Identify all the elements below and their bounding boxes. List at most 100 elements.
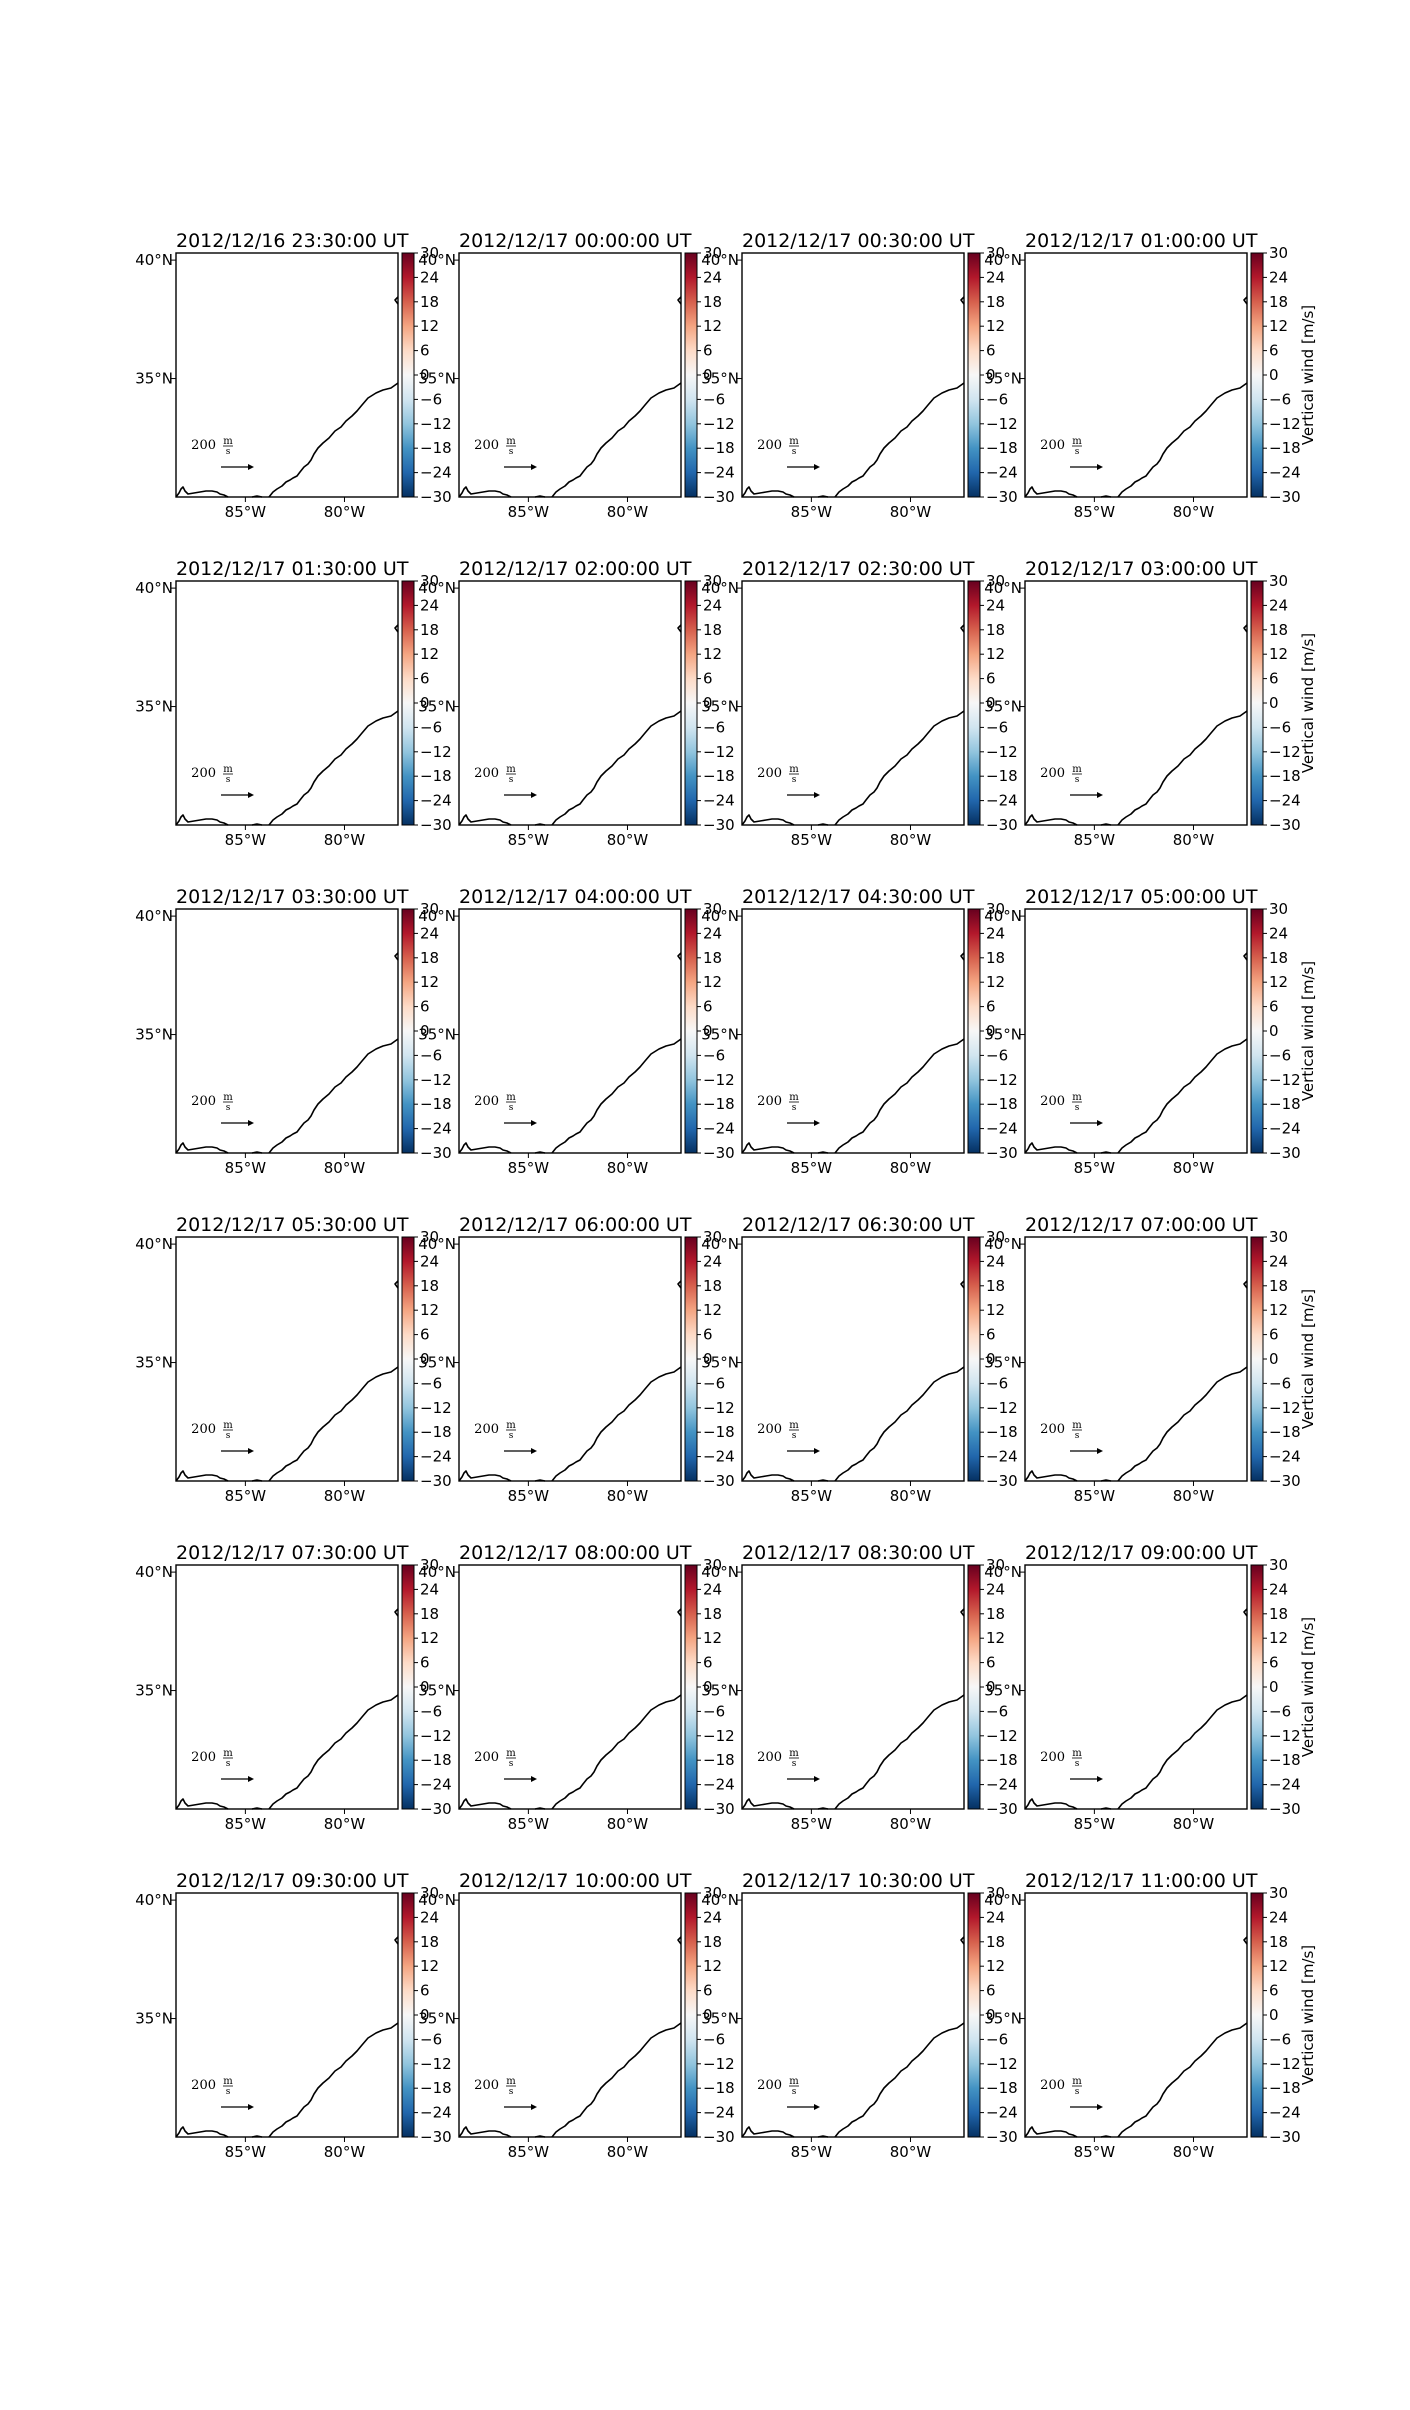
quiver-key-value: 200 xyxy=(1040,1094,1065,1109)
coastline-north xyxy=(394,952,399,961)
colorbar-tick-label: −30 xyxy=(1269,488,1301,506)
lon-tick-label: 80°W xyxy=(607,1487,649,1505)
colorbar-tick-label: −12 xyxy=(420,1071,452,1089)
colorbar-tick-label: 12 xyxy=(703,1957,722,1975)
gulf-coastline xyxy=(175,2126,229,2138)
colorbar: 30 24 18 12 6 0 −6 −12 −18 −24 −30 xyxy=(684,1228,735,1490)
colorbar-tick-label: −18 xyxy=(420,1095,452,1113)
colorbar-tick-label: 0 xyxy=(1269,1350,1279,1368)
colorbar-tick-label: −6 xyxy=(420,1702,442,1720)
quiver-key-value: 200 xyxy=(1040,1750,1065,1765)
colorbar-tick-label: 0 xyxy=(703,366,713,384)
colorbar-tick-label: −24 xyxy=(986,464,1018,482)
colorbar: 30 24 18 12 6 0 −6 −12 −18 −24 −30 Vertical wind [m… xyxy=(1250,572,1317,834)
colorbar-tick-label: 0 xyxy=(420,1022,430,1040)
map-panel: 2012/12/17 04:30:00 UT 85°W 80°W 40°N 35°N 20… xyxy=(701,886,1017,1177)
colorbar-tick-label: 0 xyxy=(1269,2006,1279,2024)
quiver-key-units-top: m xyxy=(506,2076,516,2087)
colorbar-tick-label: 24 xyxy=(703,924,722,942)
colorbar-tick-label: −12 xyxy=(986,1727,1018,1745)
colorbar-tick-label: −6 xyxy=(1269,1046,1291,1064)
colorbar-tick-label: 24 xyxy=(703,268,722,286)
colorbar-tick-label: 6 xyxy=(986,1326,996,1344)
colorbar-tick-label: −12 xyxy=(986,415,1018,433)
panel-title: 2012/12/17 07:30:00 UT xyxy=(176,1542,409,1564)
map-frame xyxy=(741,1564,965,1810)
lon-tick-label: 80°W xyxy=(607,1159,649,1177)
quiver-key-arrow-head xyxy=(814,464,820,470)
quiver-key-units-top: m xyxy=(789,764,799,775)
colorbar-tick-label: 6 xyxy=(703,998,713,1016)
colorbar-tick-label: 6 xyxy=(1269,1982,1279,2000)
colorbar-gradient xyxy=(684,1564,698,1810)
quiver-key: 200 ms xyxy=(757,436,820,470)
map-panel: 2012/12/17 02:00:00 UT 85°W 80°W 40°N 35°N 20… xyxy=(418,558,734,849)
quiver-key-value: 200 xyxy=(191,1422,216,1437)
colorbar-tick-label: 6 xyxy=(420,1326,430,1344)
lon-tick-label: 85°W xyxy=(1074,1487,1116,1505)
colorbar-tick-label: −12 xyxy=(986,1399,1018,1417)
colorbar-tick-label: 0 xyxy=(420,694,430,712)
colorbar-tick-label: 24 xyxy=(420,924,439,942)
colorbar-tick-label: 30 xyxy=(420,1556,439,1574)
lat-tick-label: 40°N xyxy=(984,1891,1022,1909)
colorbar-tick-label: 6 xyxy=(420,670,430,688)
colorbar: 30 24 18 12 6 0 −6 −12 −18 −24 −30 Vertical wind [m… xyxy=(1250,1228,1317,1490)
lon-tick-label: 85°W xyxy=(1074,2143,1116,2161)
colorbar: 30 24 18 12 6 0 −6 −12 −18 −24 −30 xyxy=(684,572,735,834)
map-frame xyxy=(175,908,399,1154)
lat-tick-label: 35°N xyxy=(701,2010,739,2028)
lat-tick-label: 40°N xyxy=(701,907,739,925)
quiver-key: 200 ms xyxy=(1040,436,1103,470)
colorbar-gradient xyxy=(401,252,415,498)
coastline-north xyxy=(1243,1280,1248,1289)
colorbar-tick-label: −18 xyxy=(420,1423,452,1441)
panel-title: 2012/12/17 11:00:00 UT xyxy=(1025,1870,1258,1892)
quiver-key-value: 200 xyxy=(757,1422,782,1437)
colorbar-tick-label: 12 xyxy=(420,645,439,663)
quiver-key-arrow-head xyxy=(248,464,254,470)
quiver-key-arrow-head xyxy=(248,1120,254,1126)
gulf-coastline xyxy=(458,2126,512,2138)
quiver-key-units-top: m xyxy=(506,436,516,447)
coastline-north xyxy=(677,624,682,633)
lat-tick-label: 40°N xyxy=(701,579,739,597)
colorbar-tick-label: 0 xyxy=(420,1350,430,1368)
quiver-key-arrow-head xyxy=(814,1776,820,1782)
colorbar-tick-label: 6 xyxy=(420,342,430,360)
colorbar-label: Vertical wind [m/s] xyxy=(1299,961,1317,1101)
map-panel: 2012/12/17 02:30:00 UT 85°W 80°W 40°N 35°N 20… xyxy=(701,558,1017,849)
colorbar-tick-label: −18 xyxy=(703,1751,735,1769)
lon-tick-label: 80°W xyxy=(1173,1159,1215,1177)
quiver-key-units-top: m xyxy=(223,1420,233,1431)
gulf-coastline xyxy=(458,1470,512,1482)
colorbar-gradient xyxy=(967,1892,981,2138)
lat-tick-label: 35°N xyxy=(984,698,1022,716)
lat-tick-label: 35°N xyxy=(701,1354,739,1372)
lat-tick-label: 40°N xyxy=(418,579,456,597)
colorbar-tick-label: −18 xyxy=(1269,439,1301,457)
lat-tick-label: 40°N xyxy=(701,251,739,269)
quiver-key-arrow-head xyxy=(531,1776,537,1782)
colorbar-tick-label: 12 xyxy=(703,1301,722,1319)
gulf-coastline xyxy=(1100,1479,1112,1482)
colorbar-tick-label: −24 xyxy=(703,1776,735,1794)
panel-title: 2012/12/17 08:30:00 UT xyxy=(742,1542,975,1564)
lon-tick-label: 80°W xyxy=(324,1487,366,1505)
map-panel: 2012/12/16 23:30:00 UT 85°W 80°W 40°N 35°N 20… xyxy=(135,230,451,521)
quiver-key-units-top: m xyxy=(1072,2076,1082,2087)
colorbar-tick-label: 0 xyxy=(420,1678,430,1696)
quiver-key-units-top: m xyxy=(789,1748,799,1759)
quiver-key: 200 ms xyxy=(757,1748,820,1782)
quiver-key: 200 ms xyxy=(191,1748,254,1782)
map-frame xyxy=(175,1564,399,1810)
quiver-key-units-bottom: s xyxy=(1075,1759,1080,1769)
lon-tick-label: 80°W xyxy=(1173,1815,1215,1833)
colorbar-tick-label: −6 xyxy=(703,718,725,736)
quiver-key-units-bottom: s xyxy=(509,2087,514,2097)
colorbar-gradient xyxy=(401,580,415,826)
quiver-key-arrow-head xyxy=(531,792,537,798)
colorbar-label: Vertical wind [m/s] xyxy=(1299,1289,1317,1429)
quiver-key-value: 200 xyxy=(1040,438,1065,453)
gulf-coastline xyxy=(817,823,829,826)
